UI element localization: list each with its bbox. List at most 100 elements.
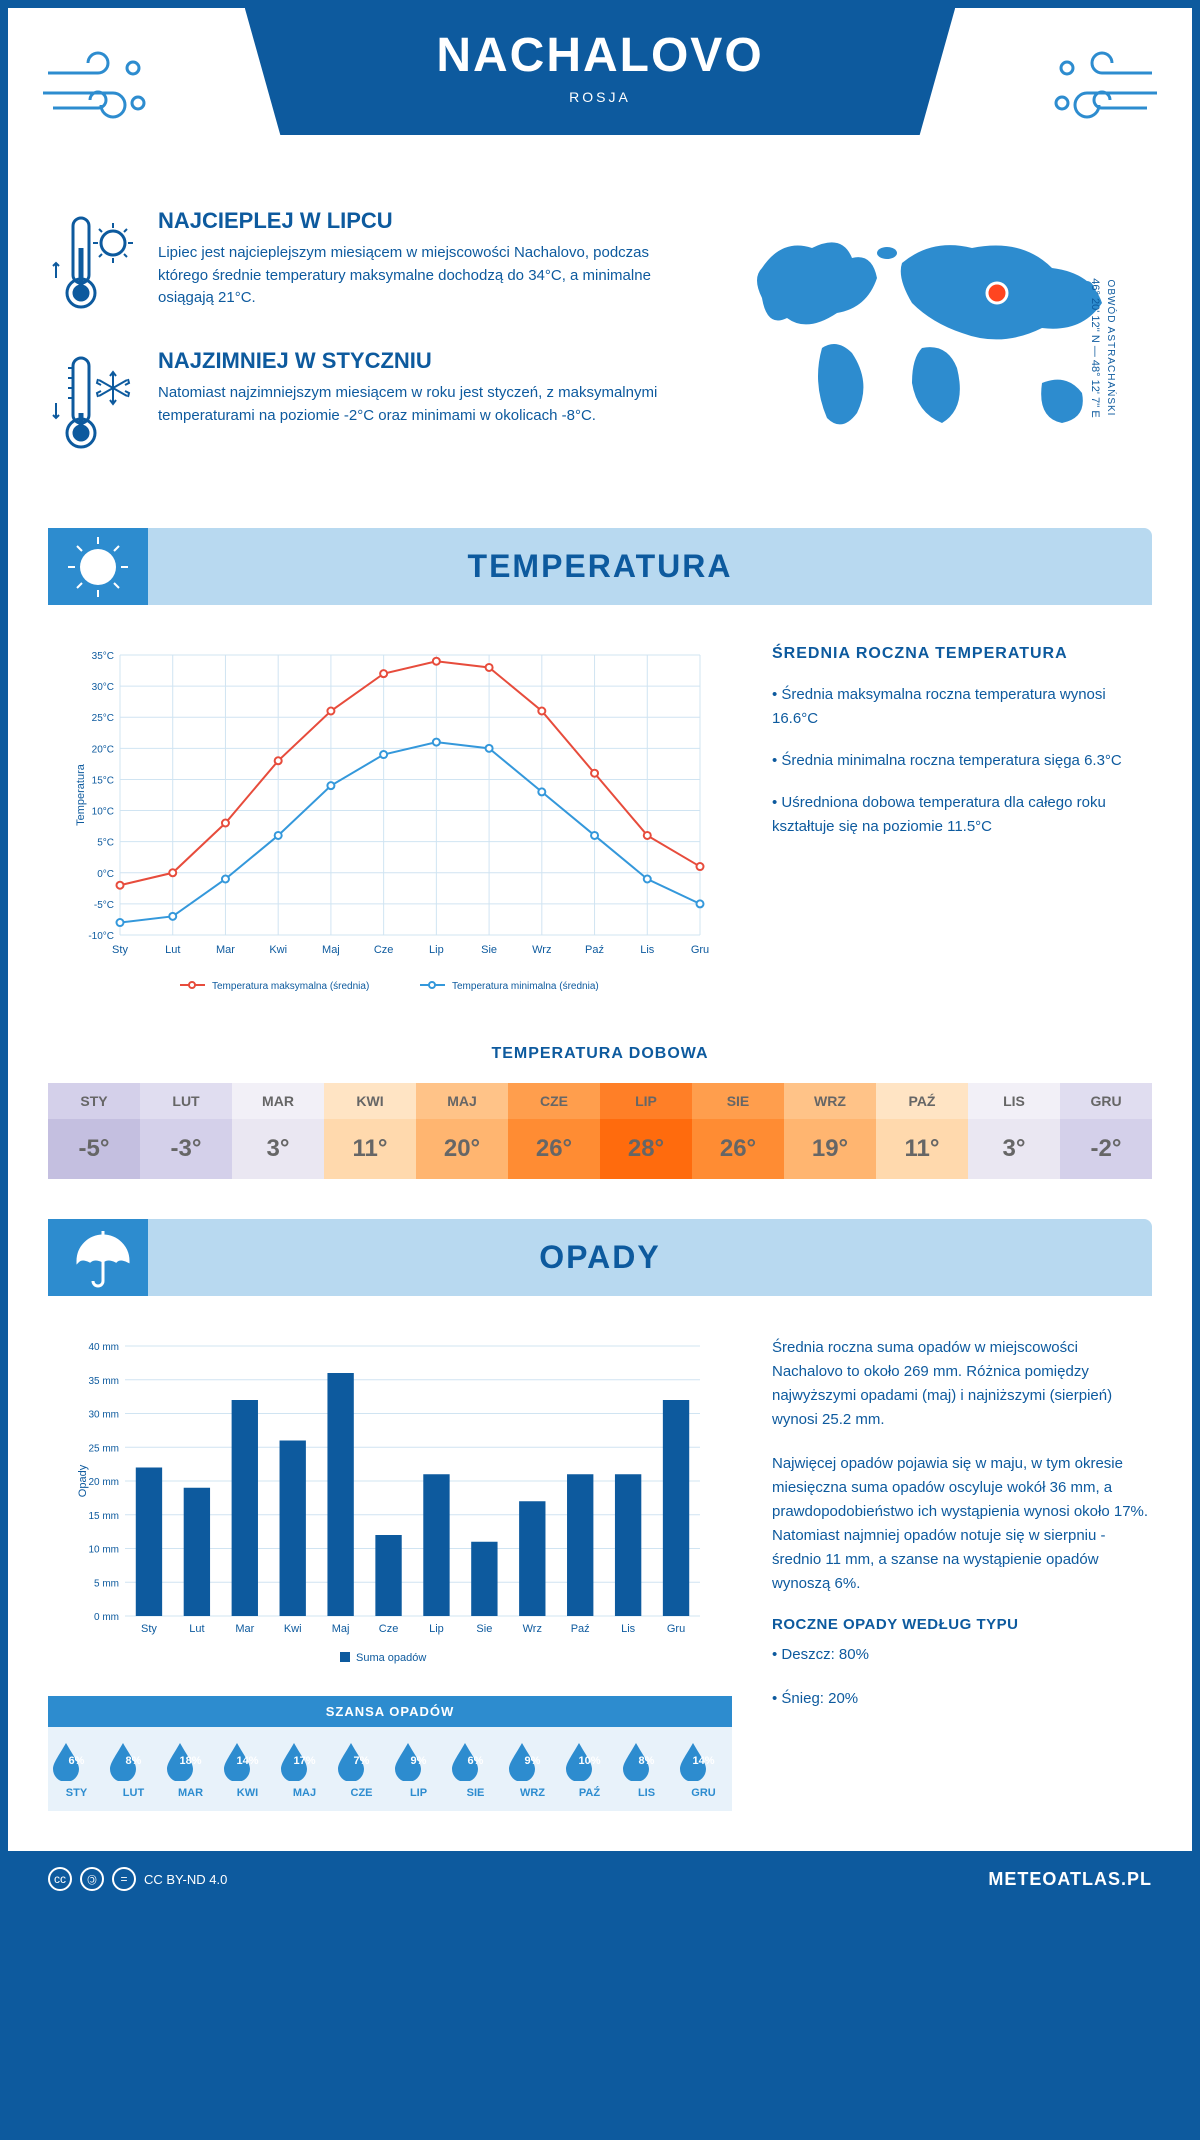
precipitation-header: OPADY [48, 1219, 1152, 1296]
svg-text:30°C: 30°C [92, 682, 114, 693]
temperature-section: -10°C-5°C0°C5°C10°C15°C20°C25°C30°C35°CS… [8, 605, 1192, 1045]
drop-icon: 8% [618, 1739, 675, 1781]
temp-cell: WRZ 19° [784, 1083, 876, 1179]
svg-text:10°C: 10°C [92, 807, 114, 818]
intro-left: NAJCIEPLEJ W LIPCU Lipiec jest najcieple… [48, 208, 692, 488]
temperature-info: ŚREDNIA ROCZNA TEMPERATURA • Średnia mak… [772, 645, 1152, 1005]
daily-temperature: TEMPERATURA DOBOWA STY -5° LUT -3° MAR 3… [8, 1045, 1192, 1219]
svg-text:Kwi: Kwi [284, 1623, 302, 1635]
svg-text:15 mm: 15 mm [88, 1511, 119, 1522]
temp-cell: LUT -3° [140, 1083, 232, 1179]
svg-text:Maj: Maj [332, 1623, 350, 1635]
drop-icon: 14% [219, 1739, 276, 1781]
wind-icon-right [1042, 48, 1162, 128]
chance-cell: 14% GRU [675, 1727, 732, 1811]
hot-block: NAJCIEPLEJ W LIPCU Lipiec jest najcieple… [48, 208, 692, 318]
svg-text:25 mm: 25 mm [88, 1443, 119, 1454]
svg-text:Kwi: Kwi [269, 944, 287, 956]
svg-text:Sie: Sie [476, 1623, 492, 1635]
thermometer-hot-icon [48, 208, 138, 318]
umbrella-icon [48, 1219, 148, 1296]
svg-text:Temperatura maksymalna (średni: Temperatura maksymalna (średnia) [212, 981, 369, 992]
svg-text:5 mm: 5 mm [94, 1578, 119, 1589]
precip-snow: • Śnieg: 20% [772, 1687, 1152, 1711]
temp-cell: MAJ 20° [416, 1083, 508, 1179]
chance-cell: 17% MAJ [276, 1727, 333, 1811]
temp-cell: STY -5° [48, 1083, 140, 1179]
svg-text:35°C: 35°C [92, 651, 114, 662]
nd-icon: = [112, 1867, 136, 1891]
precip-text-1: Średnia roczna suma opadów w miejscowośc… [772, 1336, 1152, 1432]
country-label: ROSJA [305, 89, 895, 105]
hot-text: NAJCIEPLEJ W LIPCU Lipiec jest najcieple… [158, 208, 692, 318]
svg-text:25°C: 25°C [92, 713, 114, 724]
svg-text:10 mm: 10 mm [88, 1545, 119, 1556]
cold-block: NAJZIMNIEJ W STYCZNIU Natomiast najzimni… [48, 348, 692, 458]
svg-text:Gru: Gru [691, 944, 709, 956]
hot-body: Lipiec jest najcieplejszym miesiącem w m… [158, 242, 692, 310]
svg-text:Temperatura: Temperatura [75, 763, 87, 826]
temp-bullet-0: • Średnia maksymalna roczna temperatura … [772, 683, 1152, 731]
chance-cell: 14% KWI [219, 1727, 276, 1811]
temp-bullet-2: • Uśredniona dobowa temperatura dla całe… [772, 791, 1152, 839]
drop-icon: 6% [48, 1739, 105, 1781]
header: NACHALOVO ROSJA [8, 8, 1192, 188]
svg-text:0 mm: 0 mm [94, 1612, 119, 1623]
chance-row: 6% STY 8% LUT 18% MAR 14% KWI 17 [48, 1727, 732, 1811]
svg-text:Mar: Mar [235, 1623, 254, 1635]
license-text: CC BY-ND 4.0 [144, 1872, 227, 1887]
chance-title: SZANSA OPADÓW [48, 1696, 732, 1727]
temp-cell: SIE 26° [692, 1083, 784, 1179]
drop-icon: 6% [447, 1739, 504, 1781]
svg-text:Suma opadów: Suma opadów [356, 1652, 426, 1664]
cc-icon: cc [48, 1867, 72, 1891]
daily-temp-title: TEMPERATURA DOBOWA [48, 1045, 1152, 1063]
chance-table: SZANSA OPADÓW 6% STY 8% LUT 18% MAR 14% [48, 1696, 732, 1811]
svg-text:Temperatura minimalna (średnia: Temperatura minimalna (średnia) [452, 981, 599, 992]
coordinates: OBWÓD ASTRACHAŃSKI 46° 20' 12'' N — 48° … [1089, 278, 1116, 417]
svg-text:Wrz: Wrz [532, 944, 551, 956]
svg-text:Cze: Cze [379, 1623, 399, 1635]
chance-cell: 18% MAR [162, 1727, 219, 1811]
svg-text:Sty: Sty [112, 944, 128, 956]
temperature-chart: -10°C-5°C0°C5°C10°C15°C20°C25°C30°C35°CS… [48, 645, 732, 1005]
svg-text:Lut: Lut [165, 944, 180, 956]
intro-section: NAJCIEPLEJ W LIPCU Lipiec jest najcieple… [8, 188, 1192, 528]
svg-text:15°C: 15°C [92, 775, 114, 786]
temp-cell: KWI 11° [324, 1083, 416, 1179]
hot-title: NAJCIEPLEJ W LIPCU [158, 208, 692, 234]
precip-text-2: Najwięcej opadów pojawia się w maju, w t… [772, 1452, 1152, 1596]
temp-cell: LIP 28° [600, 1083, 692, 1179]
drop-icon: 10% [561, 1739, 618, 1781]
svg-text:Lip: Lip [429, 944, 444, 956]
svg-text:Paź: Paź [585, 944, 604, 956]
license: cc 🄯 = CC BY-ND 4.0 [48, 1867, 227, 1891]
precipitation-section: 0 mm5 mm10 mm15 mm20 mm25 mm30 mm35 mm40… [8, 1296, 1192, 1851]
drop-icon: 14% [675, 1739, 732, 1781]
svg-text:20 mm: 20 mm [88, 1477, 119, 1488]
svg-text:35 mm: 35 mm [88, 1376, 119, 1387]
svg-text:Lis: Lis [640, 944, 655, 956]
temp-bullet-1: • Średnia minimalna roczna temperatura s… [772, 749, 1152, 773]
precipitation-chart: 0 mm5 mm10 mm15 mm20 mm25 mm30 mm35 mm40… [48, 1336, 732, 1811]
svg-text:20°C: 20°C [92, 744, 114, 755]
footer: cc 🄯 = CC BY-ND 4.0 METEOATLAS.PL [8, 1851, 1192, 1907]
svg-text:-5°C: -5°C [94, 900, 114, 911]
svg-text:40 mm: 40 mm [88, 1342, 119, 1353]
chance-cell: 9% LIP [390, 1727, 447, 1811]
chance-cell: 6% SIE [447, 1727, 504, 1811]
chance-cell: 6% STY [48, 1727, 105, 1811]
wind-icon-left [38, 48, 158, 128]
svg-text:Cze: Cze [374, 944, 394, 956]
cold-title: NAJZIMNIEJ W STYCZNIU [158, 348, 692, 374]
svg-text:0°C: 0°C [97, 869, 114, 880]
temp-cell: MAR 3° [232, 1083, 324, 1179]
drop-icon: 8% [105, 1739, 162, 1781]
svg-text:Lut: Lut [189, 1623, 204, 1635]
drop-icon: 9% [504, 1739, 561, 1781]
thermometer-cold-icon [48, 348, 138, 458]
drop-icon: 9% [390, 1739, 447, 1781]
chance-cell: 9% WRZ [504, 1727, 561, 1811]
svg-text:Wrz: Wrz [523, 1623, 542, 1635]
sun-icon [48, 528, 148, 605]
